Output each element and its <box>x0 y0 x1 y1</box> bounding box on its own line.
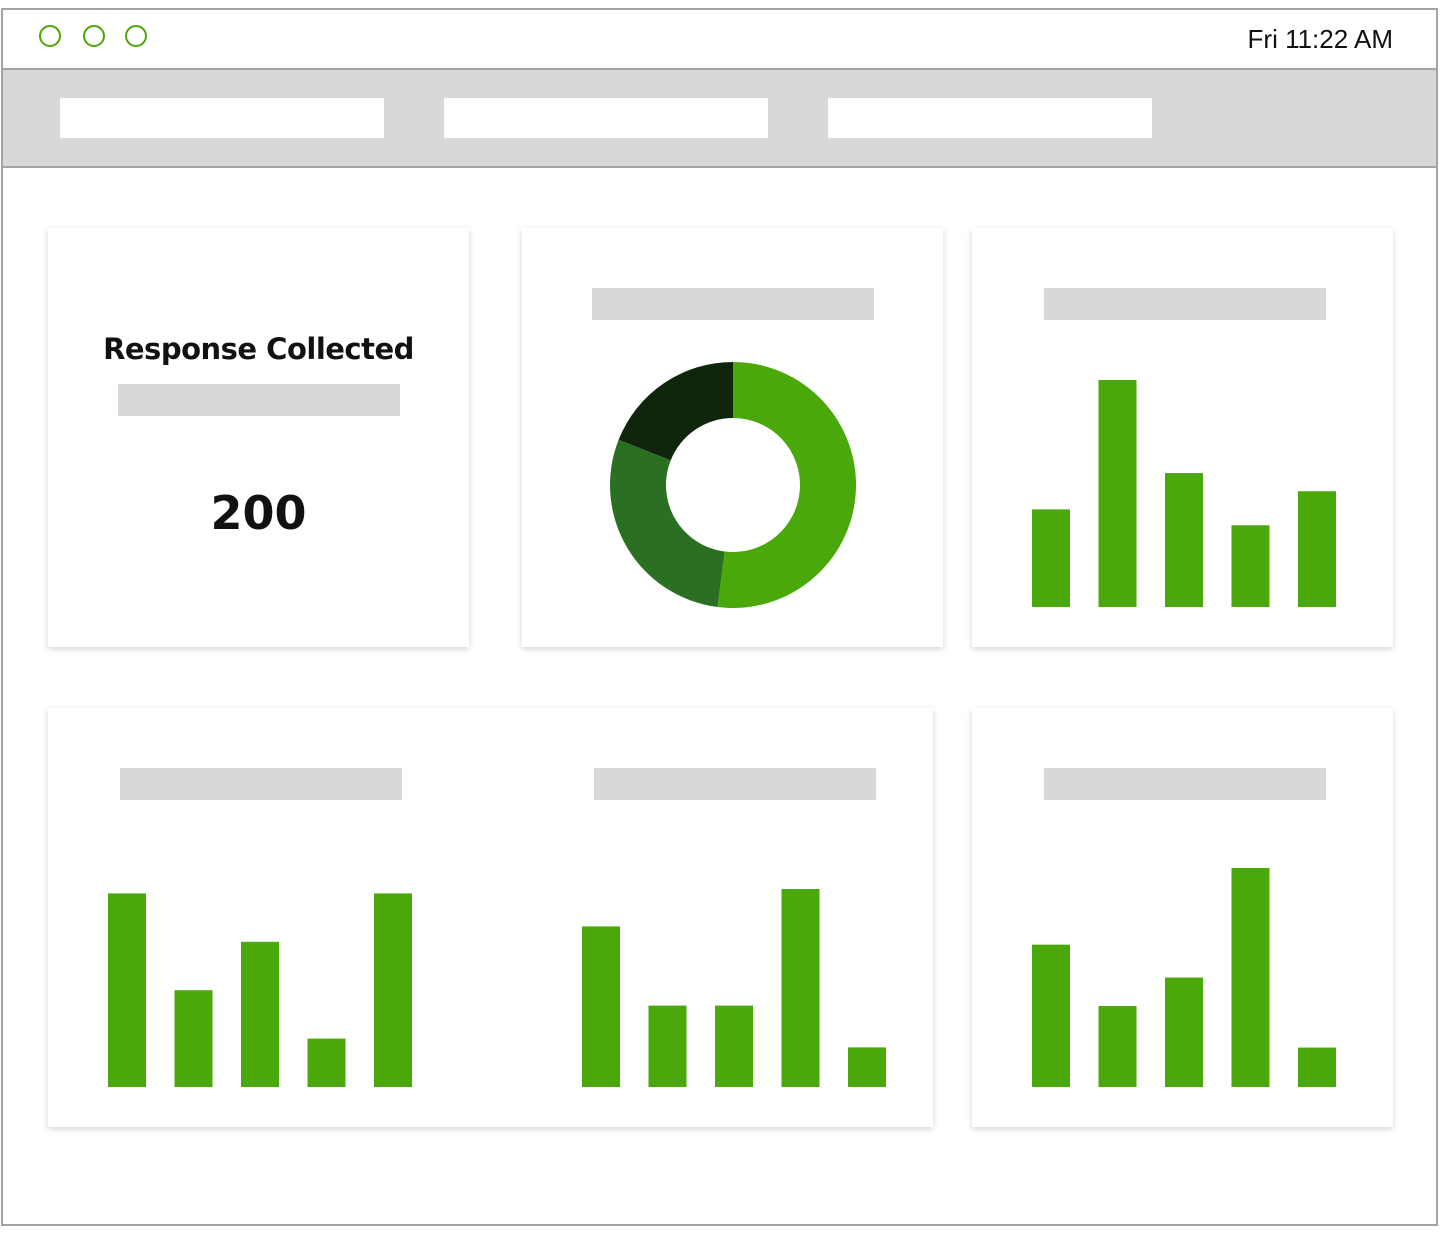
nav-bar <box>3 70 1436 168</box>
bar-card-top-right <box>972 228 1393 647</box>
bar-chart-top-right <box>1032 380 1336 607</box>
bar-chart-bottom-left <box>108 893 412 1087</box>
bar-card-title-placeholder <box>120 768 402 800</box>
bar-4 <box>307 1038 346 1087</box>
bar-1 <box>582 926 620 1087</box>
bar-2 <box>1098 1005 1137 1087</box>
bar-5 <box>848 1047 886 1087</box>
close-button[interactable] <box>39 25 61 47</box>
bar-3 <box>241 941 279 1087</box>
bar-4 <box>781 889 820 1087</box>
donut-title-placeholder <box>592 288 874 320</box>
bar-5 <box>1298 1047 1336 1087</box>
bar-4 <box>1231 868 1270 1087</box>
bar-3 <box>1165 473 1203 607</box>
metric-subtitle-placeholder <box>118 384 400 416</box>
donut-slice-3 <box>618 362 733 461</box>
bar-1 <box>108 893 146 1087</box>
bar-chart-bottom-middle <box>582 889 886 1087</box>
bar-card-title-placeholder <box>1044 288 1326 320</box>
bar-1 <box>1032 509 1070 607</box>
minimize-button[interactable] <box>83 25 105 47</box>
nav-tab-3[interactable] <box>828 98 1152 138</box>
bar-5 <box>1298 491 1336 607</box>
bar-1 <box>1032 944 1070 1087</box>
bar-2 <box>1098 380 1137 607</box>
nav-tab-1[interactable] <box>60 98 384 138</box>
clock: Fri 11:22 AM <box>1247 24 1393 54</box>
metric-title: Response Collected <box>103 332 414 366</box>
title-bar: Fri 11:22 AM <box>3 10 1436 70</box>
bar-2 <box>174 990 213 1087</box>
maximize-button[interactable] <box>125 25 147 47</box>
nav-tab-2[interactable] <box>444 98 768 138</box>
donut-slice-2 <box>610 439 725 608</box>
bar-2 <box>648 1005 687 1087</box>
donut-card <box>522 228 943 647</box>
donut-chart <box>610 362 856 608</box>
bar-3 <box>715 1005 753 1087</box>
bar-5 <box>374 893 412 1087</box>
bar-card-bottom-right <box>972 708 1393 1127</box>
bar-4 <box>1231 525 1270 607</box>
metric-value: 200 <box>210 486 307 540</box>
bar-card-bottom-wide <box>48 708 933 1127</box>
bar-card-title-placeholder <box>1044 768 1326 800</box>
bar-card-title-placeholder <box>594 768 876 800</box>
bar-chart-bottom-right <box>1032 868 1336 1087</box>
bar-3 <box>1165 977 1203 1087</box>
donut-slice-1 <box>717 362 856 608</box>
metric-card: Response Collected 200 <box>48 228 469 647</box>
